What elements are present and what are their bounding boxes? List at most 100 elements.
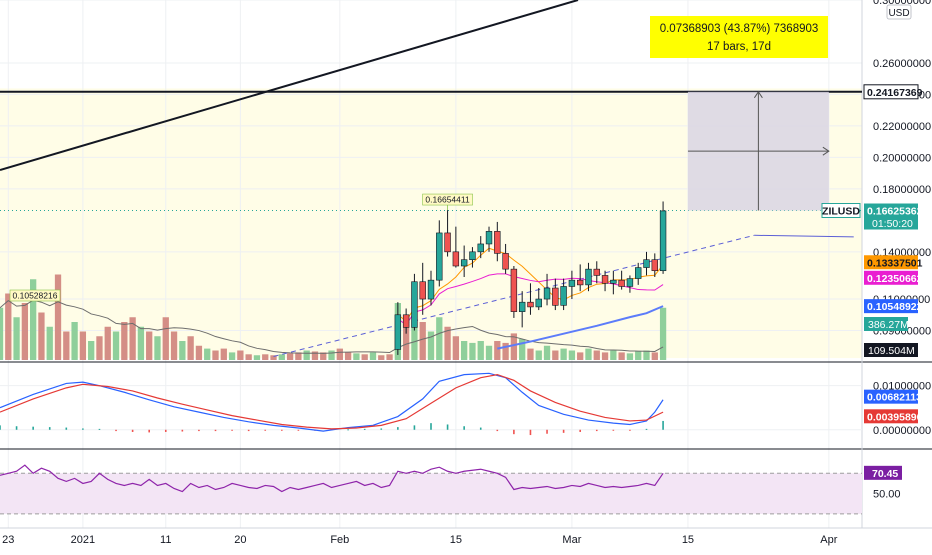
candle-body[interactable] [543, 287, 551, 300]
volume-bar [278, 354, 285, 360]
volume-bar [378, 355, 385, 360]
volume-bar [187, 336, 194, 360]
volume-bar [336, 348, 343, 360]
volume-bar [311, 351, 319, 360]
price-axis-label [864, 270, 918, 285]
candle-body[interactable] [560, 286, 567, 306]
macd-histogram-bar [546, 429, 548, 434]
macd-histogram-bar [297, 429, 300, 431]
macd-histogram-bar [231, 429, 233, 431]
price-axis-label [863, 84, 919, 100]
volume-bar [651, 352, 658, 360]
measure-label-line1: 0.07368903 (43.87%) 7368903 [660, 23, 819, 35]
volume-bar [220, 348, 227, 360]
currency-badge[interactable] [886, 4, 912, 20]
rsi-band [0, 473, 862, 514]
macd-histogram-bar [612, 429, 615, 431]
volume-bar [659, 307, 667, 360]
candle-body[interactable] [618, 279, 625, 287]
price-tick-label: 0.20000000 [873, 152, 931, 164]
currency-label: USD [888, 8, 909, 19]
volume-bar [560, 348, 567, 360]
macd-histogram-bar [48, 427, 51, 430]
volume-bar [262, 354, 269, 360]
candle-body[interactable] [411, 281, 418, 328]
volume-bar [46, 326, 53, 360]
candle-body[interactable] [576, 279, 584, 286]
macd-histogram-bar [281, 429, 283, 431]
time-tick-label: 15 [450, 534, 462, 546]
candle-body[interactable] [436, 232, 443, 281]
high-label: 0.16654411 [425, 195, 470, 205]
volume-label: 109.504M [868, 345, 915, 357]
price-axis-label-text: 0.13337501 [867, 257, 923, 269]
candle-body[interactable] [518, 301, 526, 312]
volume-bar [535, 350, 542, 360]
candle-body[interactable] [502, 253, 509, 270]
volume-bar [38, 312, 45, 360]
volume-bar [510, 333, 518, 360]
volume-bar [54, 274, 62, 360]
candle-body[interactable] [552, 287, 559, 306]
candle-body[interactable] [535, 298, 542, 308]
candle-body[interactable] [643, 259, 650, 268]
volume-bar [88, 341, 95, 360]
volume-bar [237, 350, 244, 360]
candle-body[interactable] [402, 314, 410, 328]
candle-body[interactable] [494, 231, 501, 254]
volume-bar [601, 352, 609, 360]
volume-ma-line [0, 299, 664, 354]
candle-body[interactable] [485, 231, 493, 245]
symbol-label: ZILUSD [822, 206, 860, 218]
macd-histogram-bar [513, 429, 515, 435]
price-axis-label-text: 0.24167369 [867, 87, 923, 99]
macd-histogram-bar [181, 429, 184, 432]
macd-histogram-bar [629, 429, 631, 431]
macd-histogram-bar [645, 428, 648, 430]
macd-histogram-bar [148, 429, 150, 433]
volume-bar [195, 345, 203, 360]
candle-body[interactable] [626, 278, 634, 287]
volume-bar [477, 341, 484, 360]
candle-body[interactable] [585, 268, 592, 286]
volume-bar [129, 317, 136, 360]
time-tick-label: 20 [234, 534, 246, 546]
candle-body[interactable] [460, 259, 468, 267]
trend-line[interactable] [0, 0, 579, 171]
candle-body[interactable] [568, 279, 576, 287]
candle-body[interactable] [427, 279, 435, 300]
candle-body[interactable] [394, 314, 402, 350]
candle-body[interactable] [469, 251, 476, 260]
candle-body[interactable] [419, 281, 426, 300]
volume-bar [71, 322, 78, 360]
volume-bar [552, 350, 559, 360]
candle-body[interactable] [444, 232, 451, 253]
candle-body[interactable] [593, 268, 600, 276]
price-tick-label: 0.30000000 [873, 0, 931, 7]
rsi-axis-label-text: 70.45 [872, 468, 898, 480]
price-axis-label-text: 0.12350662 [867, 273, 923, 285]
candle-body[interactable] [510, 268, 518, 312]
low-label-box [9, 289, 61, 302]
macd-histogram-bar [15, 426, 18, 430]
candle-body[interactable] [659, 210, 667, 272]
low-label: 0.10528216 [13, 291, 58, 301]
price-axis-label [864, 299, 918, 314]
candle-body[interactable] [635, 267, 642, 279]
volume-bar [146, 331, 153, 360]
candle-body[interactable] [610, 279, 617, 284]
measure-arrow-up [753, 90, 763, 99]
symbol-tag[interactable] [821, 203, 861, 219]
rsi-tick-label: 50.00 [873, 489, 901, 501]
candle-body[interactable] [651, 259, 658, 272]
volume-bar [286, 353, 294, 360]
time-tick-label: Apr [820, 534, 837, 546]
candle-body[interactable] [527, 301, 534, 308]
macd-tick-label: 0.00000000 [873, 425, 931, 437]
candle-body[interactable] [601, 275, 609, 284]
volume-bar [626, 353, 634, 360]
candle-body[interactable] [477, 243, 484, 253]
volume-bar [494, 341, 501, 360]
candle-body[interactable] [452, 251, 460, 267]
